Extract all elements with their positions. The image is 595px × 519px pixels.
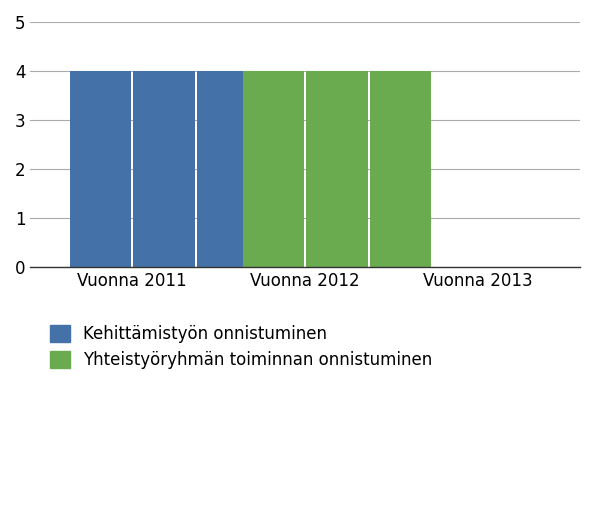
Bar — [197, 71, 258, 267]
Bar — [370, 71, 431, 267]
Bar — [243, 71, 304, 267]
Legend: Kehittämistyön onnistuminen, Yhteistyöryhmän toiminnan onnistuminen: Kehittämistyön onnistuminen, Yhteistyöry… — [50, 325, 433, 370]
Bar — [306, 71, 368, 267]
Bar — [70, 71, 131, 267]
Bar — [133, 71, 195, 267]
